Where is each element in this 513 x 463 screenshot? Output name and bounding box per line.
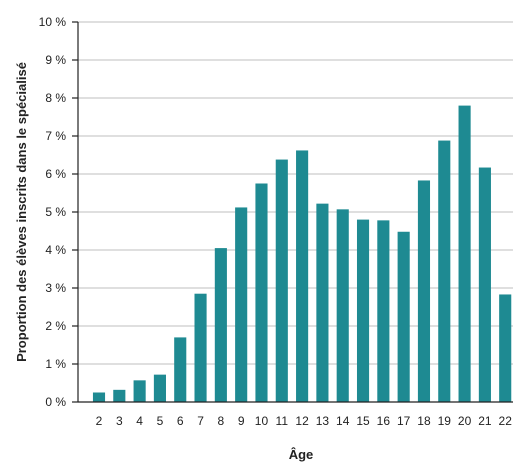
axes: [72, 21, 513, 403]
y-tick-label: 9 %: [45, 53, 66, 67]
x-tick-label: 20: [458, 414, 472, 428]
x-tick-label: 21: [478, 414, 492, 428]
x-tick-label: 12: [295, 414, 309, 428]
x-tick-label: 7: [197, 414, 204, 428]
x-tick-label: 17: [397, 414, 411, 428]
x-axis-title: Âge: [289, 447, 314, 462]
bar: [113, 389, 126, 402]
x-tick-label: 3: [116, 414, 123, 428]
y-tick-label: 6 %: [45, 167, 66, 181]
bar: [235, 207, 248, 402]
bar: [296, 150, 309, 402]
y-tick-label: 2 %: [45, 319, 66, 333]
bar: [458, 105, 471, 402]
x-tick-label: 4: [136, 414, 143, 428]
bar: [336, 209, 349, 402]
x-tick-label: 2: [96, 414, 103, 428]
y-tick-label: 5 %: [45, 205, 66, 219]
x-tick-label: 15: [356, 414, 370, 428]
x-tick-label: 8: [218, 414, 225, 428]
bar: [255, 183, 268, 402]
y-tick-label: 1 %: [45, 357, 66, 371]
y-tick-labels: 0 % 1 % 2 % 3 % 4 % 5 % 6 % 7 % 8 % 9 % 10 %: [39, 15, 67, 409]
y-tick-label: 7 %: [45, 129, 66, 143]
x-tick-label: 5: [157, 414, 164, 428]
x-tick-label: 11: [276, 414, 289, 428]
bars: [92, 105, 512, 402]
bar: [92, 392, 106, 402]
y-tick-label: 10 %: [39, 15, 67, 29]
bar: [153, 374, 166, 402]
gridlines: [78, 21, 513, 365]
x-tick-label: 14: [336, 414, 350, 428]
x-tick-label: 13: [316, 414, 330, 428]
y-tick-label: 4 %: [45, 243, 66, 257]
y-tick-label: 3 %: [45, 281, 66, 295]
x-tick-label: 22: [499, 414, 513, 428]
y-axis-title: Proportion des élèves inscrits dans le s…: [14, 62, 29, 362]
x-tick-label: 6: [177, 414, 184, 428]
x-tick-label: 10: [255, 414, 269, 428]
y-tick-label: 8 %: [45, 91, 66, 105]
bar: [499, 294, 512, 402]
x-tick-label: 9: [238, 414, 245, 428]
bar: [194, 293, 207, 402]
y-tick-label: 0 %: [45, 395, 66, 409]
x-tick-label: 16: [377, 414, 391, 428]
x-tick-labels: 2 3 4 5 6 7 8 9 10 11 12 13 14 15 16 17 18 19 20 21 22: [96, 414, 513, 428]
bar: [397, 231, 410, 402]
bar: [377, 220, 390, 402]
bar: [417, 180, 431, 402]
bar: [316, 203, 329, 402]
bar: [133, 380, 146, 402]
bar: [356, 219, 370, 402]
bar: [478, 167, 491, 402]
bar: [174, 337, 187, 402]
x-tick-label: 19: [438, 414, 452, 428]
bar: [438, 140, 451, 402]
bar: [275, 159, 288, 402]
bar: [214, 248, 227, 402]
x-tick-label: 18: [417, 414, 431, 428]
